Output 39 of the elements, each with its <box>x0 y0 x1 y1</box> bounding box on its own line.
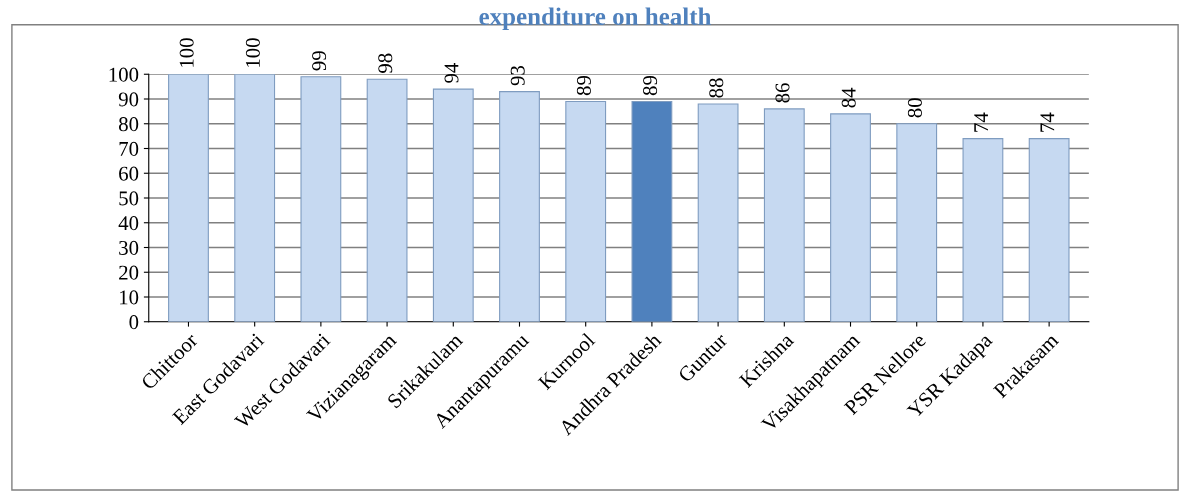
y-tick-label: 90 <box>118 92 139 107</box>
bar <box>565 100 607 322</box>
y-tick-label: 70 <box>119 141 139 156</box>
y-tick-label: 20 <box>119 265 139 280</box>
data-label: 80 <box>907 98 922 118</box>
bar <box>896 123 938 322</box>
y-tick-label: 40 <box>118 216 139 231</box>
y-tick-label: 100 <box>109 67 139 82</box>
bar <box>962 138 1004 322</box>
data-label: 84 <box>841 87 856 108</box>
y-tick-label: 60 <box>119 166 139 181</box>
data-label: 89 <box>643 75 658 96</box>
data-label: 86 <box>775 83 790 103</box>
data-label: 100 <box>245 38 260 67</box>
data-label: 93 <box>510 66 525 86</box>
data-label: 100 <box>179 38 194 67</box>
bar <box>763 108 805 322</box>
bar <box>234 74 276 322</box>
bar <box>432 88 474 322</box>
bar <box>300 76 342 322</box>
bar <box>830 113 871 322</box>
bar <box>499 91 540 322</box>
data-label: 74 <box>1040 112 1055 132</box>
data-label: 94 <box>444 63 459 83</box>
bar <box>366 78 408 322</box>
y-tick-label: 10 <box>120 290 139 305</box>
data-label: 98 <box>378 53 393 73</box>
bar <box>697 103 739 322</box>
bar <box>1028 138 1070 322</box>
bar <box>631 100 673 322</box>
bar <box>168 74 209 322</box>
y-tick-label: 30 <box>119 240 139 255</box>
data-label: 99 <box>312 51 327 71</box>
y-tick-label: 0 <box>129 315 139 330</box>
data-label: 88 <box>709 78 724 98</box>
y-tick-label: 50 <box>119 191 139 206</box>
data-label: 89 <box>576 75 591 96</box>
data-label: 74 <box>974 112 988 132</box>
y-tick-label: 80 <box>118 117 139 132</box>
